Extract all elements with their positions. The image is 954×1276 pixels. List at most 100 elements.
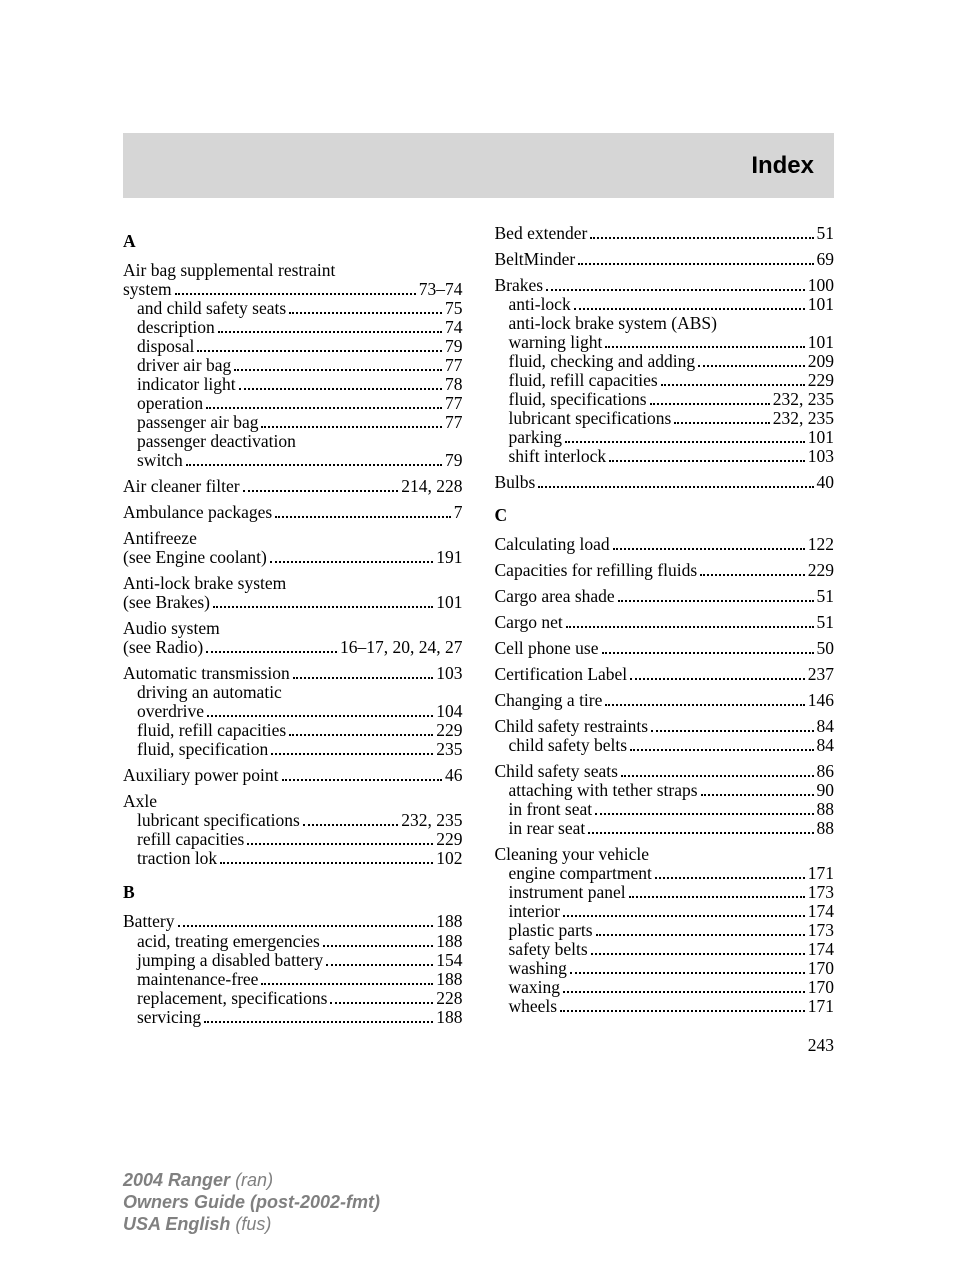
entry-auto-trans: Automatic transmission103 driving an aut… bbox=[123, 664, 463, 759]
index-page-ref: 51 bbox=[817, 587, 835, 606]
page-number: 243 bbox=[495, 1036, 835, 1055]
entry-bulbs: Bulbs40 bbox=[495, 473, 835, 492]
index-label: Cargo net bbox=[495, 613, 563, 632]
index-page-ref: 102 bbox=[436, 849, 462, 868]
leader-dots bbox=[595, 800, 813, 815]
index-label: disposal bbox=[137, 337, 194, 356]
index-label: and child safety seats bbox=[137, 299, 286, 318]
index-label: Antifreeze bbox=[123, 529, 197, 548]
index-label: servicing bbox=[137, 1008, 201, 1027]
index-label: indicator light bbox=[137, 375, 236, 394]
index-label: maintenance-free bbox=[137, 970, 258, 989]
header-title: Index bbox=[751, 153, 814, 179]
leader-dots bbox=[563, 978, 805, 993]
leader-dots bbox=[206, 394, 442, 409]
index-page-ref: 77 bbox=[445, 356, 463, 375]
index-label: engine compartment bbox=[509, 864, 652, 883]
index-page-ref: 78 bbox=[445, 375, 463, 394]
index-page-ref: 101 bbox=[436, 593, 462, 612]
leader-dots bbox=[275, 503, 451, 518]
index-page-ref: 16–17, 20, 24, 27 bbox=[340, 638, 463, 657]
leader-dots bbox=[630, 665, 805, 680]
leader-dots bbox=[175, 280, 416, 295]
index-label: interior bbox=[509, 902, 561, 921]
index-page-ref: 40 bbox=[817, 473, 835, 492]
index-page-ref: 77 bbox=[445, 394, 463, 413]
footer-line-2: Owners Guide (post-2002-fmt) bbox=[123, 1192, 834, 1214]
entry-cell-phone: Cell phone use50 bbox=[495, 639, 835, 658]
leader-dots bbox=[578, 250, 813, 265]
index-label: anti-lock bbox=[509, 295, 571, 314]
index-label: fluid, specification bbox=[137, 740, 268, 759]
leader-dots bbox=[560, 997, 805, 1012]
leader-dots bbox=[282, 766, 442, 781]
index-label: washing bbox=[509, 959, 567, 978]
leader-dots bbox=[605, 333, 804, 348]
leader-dots bbox=[220, 848, 433, 863]
index-label: Anti-lock brake system bbox=[123, 574, 286, 593]
entry-child-restraints: Child safety restraints84 child safety b… bbox=[495, 717, 835, 755]
leader-dots bbox=[303, 810, 398, 825]
entry-axle: Axle lubricant specifications232, 235 re… bbox=[123, 792, 463, 868]
index-page-ref: 214, 228 bbox=[401, 477, 462, 496]
index-page-ref: 191 bbox=[436, 548, 462, 567]
leader-dots bbox=[591, 940, 805, 955]
index-page-ref: 84 bbox=[817, 717, 835, 736]
index-label: waxing bbox=[509, 978, 561, 997]
index-label: Cleaning your vehicle bbox=[495, 845, 650, 864]
index-page-ref: 154 bbox=[436, 951, 462, 970]
leader-dots bbox=[234, 356, 442, 371]
leader-dots bbox=[207, 701, 433, 716]
entry-abs: Anti-lock brake system (see Brakes)101 bbox=[123, 574, 463, 612]
index-label: child safety belts bbox=[509, 736, 628, 755]
index-page-ref: 229 bbox=[436, 830, 462, 849]
entry-child-seats: Child safety seats86 attaching with teth… bbox=[495, 762, 835, 838]
index-page-ref: 103 bbox=[808, 447, 834, 466]
index-label: Cargo area shade bbox=[495, 587, 615, 606]
leader-dots bbox=[289, 299, 442, 314]
leader-dots bbox=[630, 736, 813, 751]
index-page-ref: 229 bbox=[436, 721, 462, 740]
index-label: Brakes bbox=[495, 276, 544, 295]
index-label: Child safety seats bbox=[495, 762, 618, 781]
index-page-ref: 73–74 bbox=[419, 280, 463, 299]
leader-dots bbox=[651, 717, 813, 732]
left-column: A Air bag supplemental restraint system7… bbox=[123, 224, 463, 1055]
leader-dots bbox=[213, 593, 433, 608]
leader-dots bbox=[206, 638, 337, 653]
index-page-ref: 171 bbox=[808, 864, 834, 883]
index-label: shift interlock bbox=[509, 447, 607, 466]
index-page-ref: 103 bbox=[436, 664, 462, 683]
leader-dots bbox=[602, 639, 814, 654]
leader-dots bbox=[330, 988, 433, 1003]
index-label: Capacities for refilling fluids bbox=[495, 561, 698, 580]
index-page-ref: 86 bbox=[817, 762, 835, 781]
index-page-ref: 170 bbox=[808, 978, 834, 997]
leader-dots bbox=[270, 548, 433, 563]
entry-antifreeze: Antifreeze (see Engine coolant)191 bbox=[123, 529, 463, 567]
index-page-ref: 188 bbox=[436, 912, 462, 931]
header-bar: Index bbox=[123, 133, 834, 198]
index-label: safety belts bbox=[509, 940, 588, 959]
index-page-ref: 101 bbox=[808, 428, 834, 447]
index-page-ref: 51 bbox=[817, 224, 835, 243]
index-label: replacement, specifications bbox=[137, 989, 327, 1008]
index-label: Ambulance packages bbox=[123, 503, 272, 522]
entry-changing-tire: Changing a tire146 bbox=[495, 691, 835, 710]
leader-dots bbox=[186, 451, 442, 466]
leader-dots bbox=[178, 912, 434, 927]
leader-dots bbox=[289, 720, 433, 735]
index-label: Audio system bbox=[123, 619, 220, 638]
index-label: fluid, refill capacities bbox=[137, 721, 286, 740]
index-label: lubricant specifications bbox=[509, 409, 672, 428]
index-page-ref: 77 bbox=[445, 413, 463, 432]
leader-dots bbox=[700, 561, 805, 576]
leader-dots bbox=[293, 664, 434, 679]
leader-dots bbox=[661, 371, 805, 386]
leader-dots bbox=[613, 535, 805, 550]
leader-dots bbox=[546, 276, 805, 291]
leader-dots bbox=[261, 413, 442, 428]
section-letter-b: B bbox=[123, 883, 463, 902]
index-label: BeltMinder bbox=[495, 250, 576, 269]
entry-battery: Battery188 acid, treating emergencies188… bbox=[123, 912, 463, 1026]
